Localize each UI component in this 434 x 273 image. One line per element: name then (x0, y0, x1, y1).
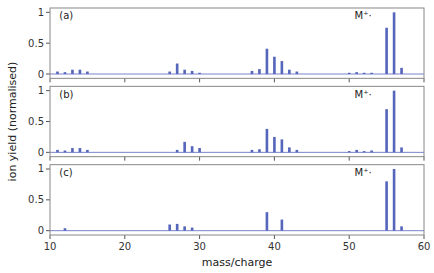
x-tick (199, 235, 200, 239)
bar (251, 71, 254, 74)
y-tick-label: 0 (38, 147, 44, 158)
annotation: M⁺· (355, 89, 372, 100)
bar (385, 181, 388, 230)
plot-frame (50, 165, 424, 235)
annotation: M⁺· (355, 10, 372, 21)
bars (50, 169, 424, 231)
y-tick (46, 152, 50, 153)
bar (400, 226, 403, 230)
bar (168, 225, 171, 231)
y-tick-label: 1 (38, 85, 44, 96)
y-tick-label: 0 (38, 69, 44, 80)
bar (393, 12, 396, 74)
bar (71, 70, 74, 74)
y-tick-label: 1 (38, 163, 44, 174)
panel: 0 0.5 1 (a) M⁺· (28, 7, 424, 83)
annotation: M⁺· (355, 167, 372, 178)
y-tick (46, 12, 50, 13)
y-tick-label: 0.5 (28, 194, 44, 205)
plot-frame (50, 8, 424, 78)
bar (385, 28, 388, 74)
bar (385, 109, 388, 152)
bar (281, 220, 284, 231)
x-tick-label: 10 (44, 241, 57, 252)
bar (393, 169, 396, 231)
bar (281, 139, 284, 152)
bar (400, 68, 403, 74)
x-tick (274, 235, 275, 239)
y-tick-label: 0.5 (28, 116, 44, 127)
panel: 0 0.5 1 (b) M⁺· (28, 85, 424, 161)
bar (288, 147, 291, 152)
bar (400, 147, 403, 152)
y-tick (46, 74, 50, 75)
bar (266, 49, 269, 74)
bar (191, 71, 194, 74)
y-tick (46, 43, 50, 44)
bar (288, 70, 291, 74)
x-axis-label: mass/charge (202, 256, 273, 269)
figure: 0 0.5 1 (a) M⁺· 0 0.5 1 (b) M⁺· ion yield (normali… (0, 0, 434, 273)
x-tick-label: 20 (118, 241, 131, 252)
x-tick (199, 157, 200, 161)
y-tick (46, 168, 50, 169)
x-tick (124, 78, 125, 82)
bar (191, 146, 194, 152)
x-tick (50, 78, 51, 82)
panel-label: (c) (59, 167, 72, 178)
x-tick-label: 50 (343, 241, 356, 252)
bar (198, 148, 201, 152)
bar (191, 228, 194, 231)
x-tick (349, 235, 350, 239)
bar (183, 70, 186, 74)
x-tick (274, 157, 275, 161)
x-tick (124, 235, 125, 239)
bar (183, 226, 186, 230)
y-tick (46, 90, 50, 91)
x-tick (424, 78, 425, 82)
bar (176, 224, 179, 231)
bar (273, 137, 276, 152)
bar (258, 149, 261, 152)
bar (281, 61, 284, 74)
x-tick (274, 78, 275, 82)
y-tick (46, 230, 50, 231)
y-tick-label: 0 (38, 225, 44, 236)
baseline (50, 230, 424, 231)
bar (393, 91, 396, 153)
x-tick-label: 30 (193, 241, 206, 252)
baseline (50, 74, 424, 75)
plot-frame (50, 86, 424, 156)
x-tick-label: 40 (268, 241, 281, 252)
x-tick (424, 235, 425, 239)
bar (176, 64, 179, 74)
x-tick (349, 157, 350, 161)
y-tick (46, 199, 50, 200)
x-tick (124, 157, 125, 161)
bars (50, 91, 424, 153)
panel: 0 0.5 1 10 20 30 40 50 60 (c) M⁺· mass/charge (28, 163, 430, 269)
bar (183, 142, 186, 152)
x-tick (349, 78, 350, 82)
y-tick (46, 121, 50, 122)
panel-label: (a) (59, 10, 73, 21)
baseline (50, 152, 424, 153)
x-tick (50, 235, 51, 239)
y-tick-label: 0.5 (28, 38, 44, 49)
bar (273, 57, 276, 74)
bar (79, 148, 82, 152)
y-axis-label: ion yield (normalised) (6, 62, 19, 182)
bar (71, 148, 74, 152)
x-tick-label: 60 (418, 241, 431, 252)
x-tick (424, 157, 425, 161)
bar (258, 69, 261, 74)
bar (266, 129, 269, 152)
bars (50, 12, 424, 74)
bar (79, 70, 82, 74)
x-tick (50, 157, 51, 161)
y-tick-label: 1 (38, 7, 44, 18)
panel-label: (b) (59, 89, 73, 100)
x-tick (199, 78, 200, 82)
bar (266, 212, 269, 231)
